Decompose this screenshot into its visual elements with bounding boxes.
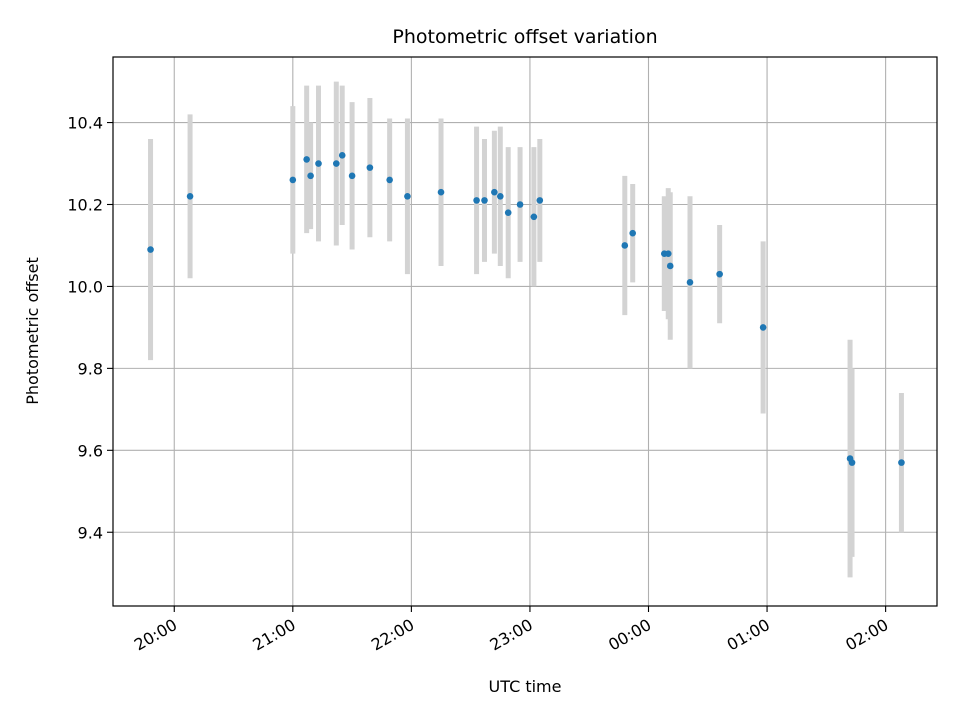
data-point [621,242,629,249]
data-point [303,156,310,163]
chart-title: Photometric offset variation [392,26,657,48]
data-point [332,160,340,167]
data-point [386,176,393,184]
data-point [481,197,488,204]
data-point [716,270,723,278]
y-tick-label: 9.6 [78,441,103,460]
data-point [348,172,356,180]
data-point [473,197,480,204]
y-tick-label: 10.0 [67,277,103,296]
data-point [491,188,498,196]
y-tick-label: 10.2 [67,195,103,214]
data-point [664,250,672,257]
data-point [366,164,374,171]
plot-frame [112,56,938,607]
data-point [496,192,504,200]
data-point [848,459,856,466]
data-point [404,192,411,200]
data-points [147,152,905,466]
y-tick-label: 9.4 [78,523,103,542]
data-point [898,459,905,466]
data-point [666,262,674,270]
y-tick-label: 10.4 [67,114,103,133]
data-point [186,192,194,200]
data-point [759,324,767,331]
y-tick-label: 9.8 [78,359,103,378]
x-axis-title: UTC time [489,677,562,696]
data-point [686,279,694,286]
data-point [289,176,297,184]
data-point [536,197,544,204]
y-axis: 9.4 9.6 9.8 10.0 10.2 10.4 [67,114,113,542]
data-point [147,246,154,253]
data-point [530,213,538,221]
grid [113,57,937,606]
data-point [338,152,346,159]
data-point [315,160,322,167]
data-point [629,229,636,237]
data-point [504,209,512,216]
data-point [437,188,445,196]
data-point [516,201,524,208]
data-point [307,172,314,180]
y-axis-title: Photometric offset [23,257,42,405]
